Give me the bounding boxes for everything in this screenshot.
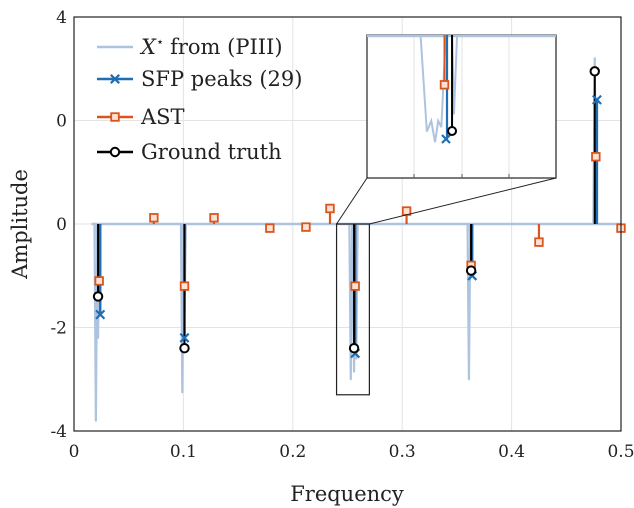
zoom-box (335, 223, 370, 396)
x-tick-label: 0.2 (279, 442, 306, 462)
x-tick-label: 0.1 (170, 442, 197, 462)
x-tick-label: 0.5 (607, 442, 634, 462)
xstar-spike (466, 223, 472, 381)
legend-label-sfp: SFP peaks (29) (141, 67, 302, 91)
truth-marker (92, 291, 104, 302)
y-tick-label: -2 (50, 319, 67, 339)
x-tick-label: 0.4 (498, 442, 525, 462)
sfp-marker (591, 94, 602, 105)
legend-entry-sfp: SFP peaks (29) (97, 67, 302, 91)
inset-truth-marker (447, 126, 458, 136)
ast-marker (179, 281, 190, 291)
legend-marker-square (110, 112, 120, 122)
sfp-marker (95, 309, 106, 320)
zoom-inset (366, 34, 557, 179)
ast-marker (350, 281, 360, 291)
inset-ast-marker (439, 80, 450, 90)
zoom-connector-left (336, 177, 368, 225)
y-tick-label: -4 (50, 422, 67, 442)
stem-series (92, 66, 626, 359)
truth-marker (179, 343, 190, 354)
ast-marker (149, 213, 159, 223)
truth-marker (348, 343, 360, 354)
zoom-connector-right (369, 177, 557, 225)
y-tick-label: 0 (56, 215, 67, 235)
legend-entry-truth: Ground truth (97, 140, 282, 164)
truth-marker (465, 265, 477, 276)
legend-marker-x-shape (110, 74, 120, 84)
sfp-marker (179, 332, 190, 343)
ast-marker (265, 223, 275, 233)
truth-marker (589, 66, 600, 77)
xstar-spike (348, 223, 354, 381)
inset-sfp-marker (441, 134, 451, 144)
y-tick-label: 4 (56, 8, 67, 28)
legend-marker-circle (109, 146, 121, 158)
legend-label-ast: AST (140, 105, 185, 129)
legend-entry-ast: AST (97, 105, 185, 129)
ast-marker (209, 213, 219, 223)
ast-marker (534, 237, 544, 247)
legend-marker-x (110, 74, 120, 84)
legend-symbol-x: X (139, 35, 157, 59)
legend-label-truth: Ground truth (141, 140, 282, 164)
x-tick-label: 0.3 (389, 442, 416, 462)
inset-content (367, 34, 556, 178)
ast-marker (94, 276, 104, 286)
x-tick-label: 0 (69, 442, 80, 462)
zoom-indicator (335, 177, 557, 396)
legend-entry-xstar: X⋆ from (PIII) (97, 35, 283, 59)
plot-frame (73, 16, 622, 432)
ast-marker (591, 152, 601, 162)
legend-label-xstar: X⋆ from (PIII) (139, 35, 283, 59)
x-axis-label: Frequency (290, 482, 404, 506)
ast-marker (325, 203, 335, 214)
legend-symbol-star: ⋆ (156, 35, 164, 50)
y-axis-label: Amplitude (8, 169, 32, 280)
ast-marker (301, 222, 311, 232)
y-tick-label: 0 (56, 112, 67, 132)
legend-text-xstar: from (PIII) (170, 35, 282, 59)
legend: X⋆ from (PIII) SFP peaks (29) AST Ground … (97, 35, 302, 164)
tick-labels: 0 0.1 0.2 0.3 0.4 0.5 4 0 0 -2 -4 (50, 8, 634, 462)
